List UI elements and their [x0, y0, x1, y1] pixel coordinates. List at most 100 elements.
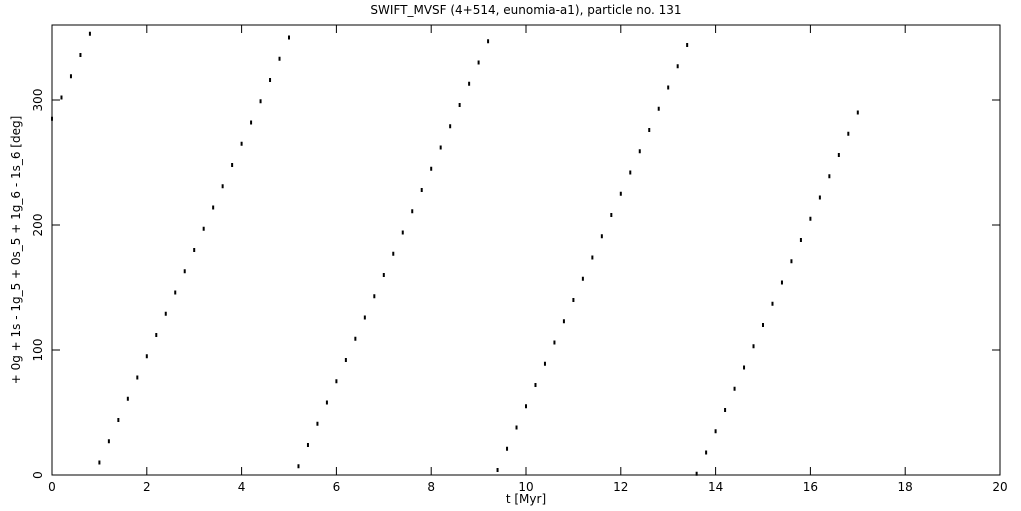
x-tick-label: 2	[143, 480, 151, 494]
point	[306, 443, 309, 447]
point	[373, 294, 376, 299]
y-tick-label: 0	[31, 471, 45, 479]
point	[496, 468, 499, 472]
point	[752, 344, 755, 349]
point	[667, 85, 670, 90]
point	[856, 110, 859, 115]
point	[468, 81, 471, 86]
point	[51, 116, 53, 121]
point	[828, 174, 831, 179]
point	[487, 39, 490, 44]
point	[449, 124, 452, 129]
point	[174, 290, 177, 295]
point	[572, 298, 575, 302]
point	[771, 301, 774, 306]
x-tick-label: 4	[238, 480, 246, 494]
point	[705, 450, 708, 455]
point	[638, 149, 641, 154]
point	[231, 163, 234, 167]
point	[543, 361, 546, 366]
point	[297, 464, 300, 469]
point	[695, 471, 698, 476]
point	[136, 375, 139, 380]
point	[591, 255, 594, 260]
point	[847, 131, 850, 136]
point	[69, 74, 72, 79]
point	[183, 269, 186, 274]
point	[629, 170, 632, 175]
point	[363, 315, 366, 320]
point	[657, 106, 660, 111]
point	[458, 103, 461, 107]
x-tick-label: 10	[518, 480, 533, 494]
x-tick-label: 20	[992, 480, 1007, 494]
point	[79, 53, 82, 57]
x-tick-label: 0	[48, 480, 56, 494]
y-tick-label: 300	[31, 89, 45, 112]
point	[288, 35, 290, 40]
point	[107, 439, 110, 444]
point	[780, 280, 783, 285]
point	[392, 251, 395, 256]
y-tick-label: 200	[31, 214, 45, 237]
point	[477, 60, 480, 65]
point	[88, 31, 91, 36]
point	[420, 188, 423, 192]
point	[610, 213, 613, 217]
point	[534, 383, 537, 387]
point	[837, 153, 840, 157]
point	[193, 248, 196, 252]
y-tick-label: 100	[31, 339, 45, 362]
point	[164, 311, 167, 316]
point	[553, 340, 556, 345]
point	[762, 323, 764, 327]
point	[212, 205, 215, 210]
point	[619, 191, 622, 196]
point	[515, 425, 518, 430]
point	[600, 234, 603, 239]
point	[269, 78, 272, 82]
point	[790, 259, 793, 264]
point	[714, 429, 717, 434]
point	[743, 365, 746, 370]
point	[733, 386, 736, 391]
point	[648, 128, 651, 132]
x-tick-label: 6	[333, 480, 341, 494]
point	[316, 421, 319, 426]
point	[525, 404, 527, 409]
point	[117, 418, 120, 422]
point	[354, 336, 357, 341]
y-axis-label: + 0g + 1s - 1g_5 + 0s_5 + 1g_6 - 1s_6 [d…	[9, 116, 23, 385]
point	[344, 358, 347, 362]
point	[202, 226, 205, 231]
point	[401, 230, 404, 235]
point	[259, 99, 262, 104]
point	[581, 276, 584, 281]
point	[430, 166, 433, 171]
point	[506, 446, 509, 451]
point	[250, 120, 253, 125]
point	[155, 333, 158, 337]
x-tick-label: 12	[613, 480, 628, 494]
point	[98, 460, 101, 465]
point	[799, 238, 802, 242]
x-tick-label: 16	[803, 480, 818, 494]
x-axis-label: t [Myr]	[506, 492, 546, 506]
chart-title: SWIFT_MVSF (4+514, eunomia-a1), particle…	[370, 3, 681, 17]
point	[60, 95, 63, 100]
point	[676, 64, 679, 69]
point	[126, 396, 129, 401]
point	[221, 184, 224, 189]
point	[562, 319, 565, 324]
x-tick-label: 8	[427, 480, 435, 494]
point	[686, 43, 689, 47]
point	[240, 141, 243, 146]
point	[382, 273, 385, 277]
point	[325, 400, 328, 405]
point	[335, 379, 338, 384]
point	[278, 56, 281, 61]
x-tick-label: 14	[708, 480, 723, 494]
point	[411, 209, 414, 214]
point	[724, 408, 727, 412]
